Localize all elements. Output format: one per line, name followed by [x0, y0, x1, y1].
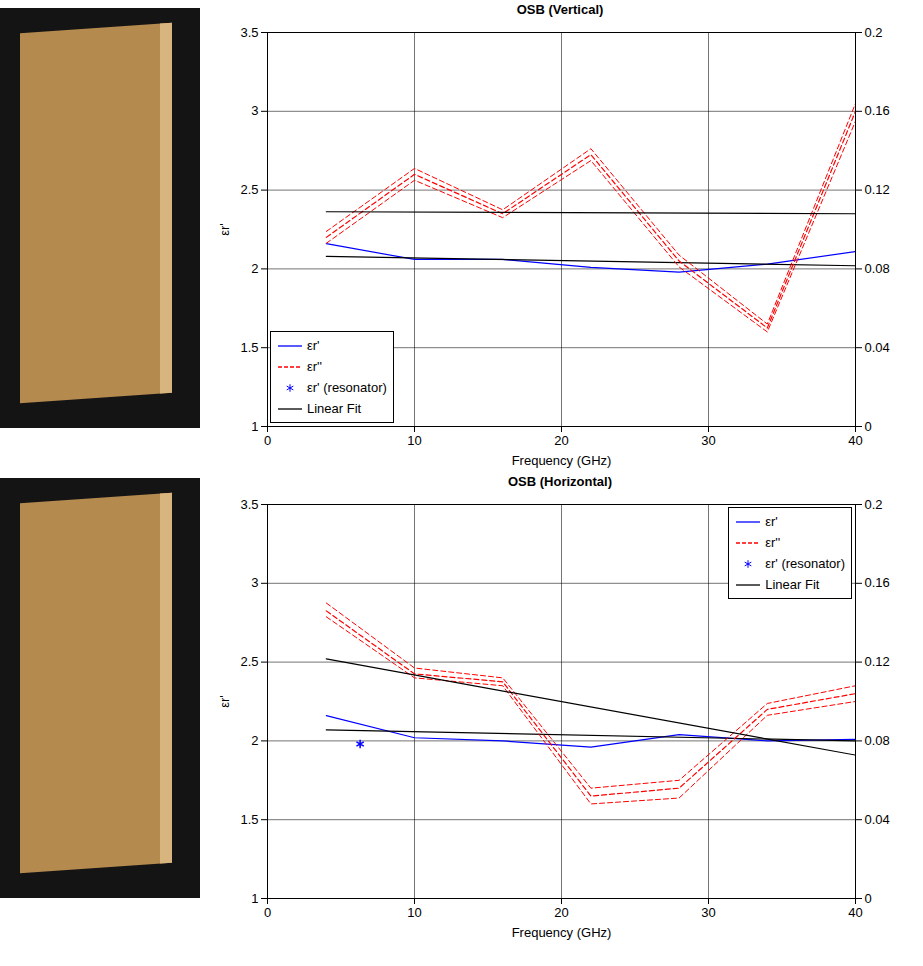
svg-text:3.5: 3.5 — [240, 497, 258, 512]
html-text:εr' (resonator): εr' (resonator) — [765, 556, 845, 571]
svg-text:0.12: 0.12 — [865, 654, 890, 669]
svg-text:30: 30 — [701, 905, 715, 920]
svg-text:1.5: 1.5 — [240, 812, 258, 827]
svg-text:1: 1 — [251, 891, 258, 906]
html-text:εr': εr' — [765, 514, 778, 529]
svg-text:0.04: 0.04 — [865, 812, 890, 827]
svg-text:εr': εr' — [217, 695, 232, 708]
svg-text:40: 40 — [848, 905, 862, 920]
svg-text:30: 30 — [701, 433, 715, 448]
svg-text:0.12: 0.12 — [865, 182, 890, 197]
html-text:Linear Fit: Linear Fit — [765, 577, 820, 592]
svg-text:2: 2 — [251, 733, 258, 748]
svg-text:0.08: 0.08 — [865, 733, 890, 748]
svg-text:2.5: 2.5 — [240, 654, 258, 669]
html-text:εr'': εr'' — [765, 535, 781, 550]
svg-text:0: 0 — [264, 433, 271, 448]
svg-text:20: 20 — [554, 433, 568, 448]
svg-text:2: 2 — [251, 261, 258, 276]
svg-text:0.16: 0.16 — [865, 103, 890, 118]
svg-text:0.2: 0.2 — [865, 25, 883, 40]
svg-text:3: 3 — [251, 103, 258, 118]
svg-text:Frequency (GHz): Frequency (GHz) — [512, 453, 612, 468]
html-text:εr'': εr'' — [307, 359, 323, 374]
svg-text:10: 10 — [407, 433, 421, 448]
svg-text:40: 40 — [848, 433, 862, 448]
svg-text:0: 0 — [264, 905, 271, 920]
svg-text:0.16: 0.16 — [865, 575, 890, 590]
svg-text:3.5: 3.5 — [240, 25, 258, 40]
svg-text:3: 3 — [251, 575, 258, 590]
svg-text:2.5: 2.5 — [240, 182, 258, 197]
svg-text:0: 0 — [865, 419, 872, 434]
html-text:εr' (resonator): εr' (resonator) — [307, 380, 387, 395]
html-text:Linear Fit: Linear Fit — [307, 401, 362, 416]
svg-text:0.08: 0.08 — [865, 261, 890, 276]
svg-text:0.2: 0.2 — [865, 497, 883, 512]
html-text:OSB (Vertical): OSB (Vertical) — [516, 2, 604, 17]
svg-text:Frequency (GHz): Frequency (GHz) — [512, 925, 612, 940]
svg-text:0: 0 — [865, 891, 872, 906]
svg-text:0.04: 0.04 — [865, 340, 890, 355]
html-text:εr': εr' — [307, 338, 320, 353]
svg-text:1.5: 1.5 — [240, 340, 258, 355]
svg-text:εr': εr' — [217, 223, 232, 236]
svg-text:20: 20 — [554, 905, 568, 920]
html-text:OSB (Horizontal): OSB (Horizontal) — [508, 474, 612, 489]
svg-text:10: 10 — [407, 905, 421, 920]
svg-text:1: 1 — [251, 419, 258, 434]
